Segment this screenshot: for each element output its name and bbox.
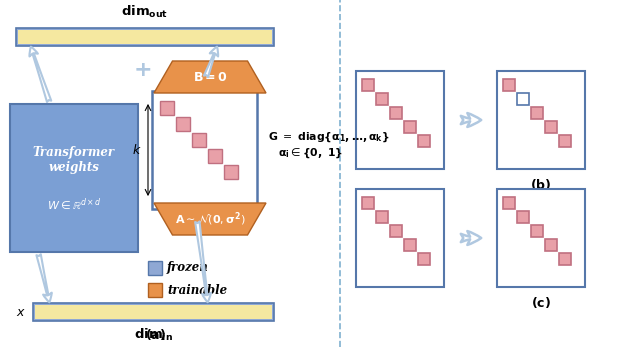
Bar [497,71,585,169]
Bar [152,91,257,209]
Polygon shape [154,203,266,235]
Text: $\mathbf{(c)}$: $\mathbf{(c)}$ [531,295,551,310]
Bar [18,30,272,44]
Bar [497,189,585,287]
Bar [404,121,416,133]
Text: trainable: trainable [167,283,227,296]
Bar [531,107,543,119]
Bar [545,239,557,251]
Text: $\mathbf{dim_{in}}$: $\mathbf{dim_{in}}$ [134,327,173,343]
Polygon shape [154,61,266,93]
Text: $\mathbf{G}\ =\ \mathbf{diag\{\alpha_1, \ldots, \alpha_k\}}$: $\mathbf{G}\ =\ \mathbf{diag\{\alpha_1, … [268,130,390,144]
Bar [404,239,416,251]
Text: Transformer
weights: Transformer weights [33,146,115,174]
Text: +: + [134,60,152,80]
Bar [390,107,402,119]
Text: $\mathbf{A} \sim \mathcal{N}(\mathbf{0}, \mathbf{\sigma^2})$: $\mathbf{A} \sim \mathcal{N}(\mathbf{0},… [175,210,245,228]
Text: $\mathbf{B = 0}$: $\mathbf{B = 0}$ [193,70,227,84]
Bar [224,165,238,179]
Text: $\mathit{k}$: $\mathit{k}$ [132,143,142,157]
Text: $\mathbf{(b)}$: $\mathbf{(b)}$ [531,177,552,192]
Bar [517,93,529,105]
Bar [418,135,430,147]
Text: $\mathbf{(a)}$: $\mathbf{(a)}$ [145,327,166,342]
Bar [148,283,162,297]
Bar [559,253,571,265]
Bar [503,197,515,209]
Bar [160,101,174,115]
Bar [362,79,374,91]
Text: $\mathit{x}$: $\mathit{x}$ [16,305,26,319]
Bar [503,79,515,91]
Bar [16,28,274,46]
Bar [362,197,374,209]
Bar [376,211,388,223]
Bar [148,261,162,275]
Bar [517,211,529,223]
Bar [192,133,206,147]
Text: $W \in \mathbb{R}^{d \times d}$: $W \in \mathbb{R}^{d \times d}$ [47,196,101,213]
Text: frozen: frozen [167,262,209,274]
Bar [390,225,402,237]
Bar [356,71,444,169]
Bar [35,305,272,319]
Text: $\mathbf{dim_{out}}$: $\mathbf{dim_{out}}$ [122,4,168,20]
Bar [33,303,274,321]
Bar [418,253,430,265]
Bar [376,93,388,105]
Bar [208,149,222,163]
Bar [10,104,138,252]
Bar [545,121,557,133]
Bar [176,117,190,131]
Text: $\mathbf{\alpha_i} \in \mathbf{\{0,\ 1\}}$: $\mathbf{\alpha_i} \in \mathbf{\{0,\ 1\}… [278,146,343,160]
Bar [559,135,571,147]
Bar [356,189,444,287]
Bar [531,225,543,237]
